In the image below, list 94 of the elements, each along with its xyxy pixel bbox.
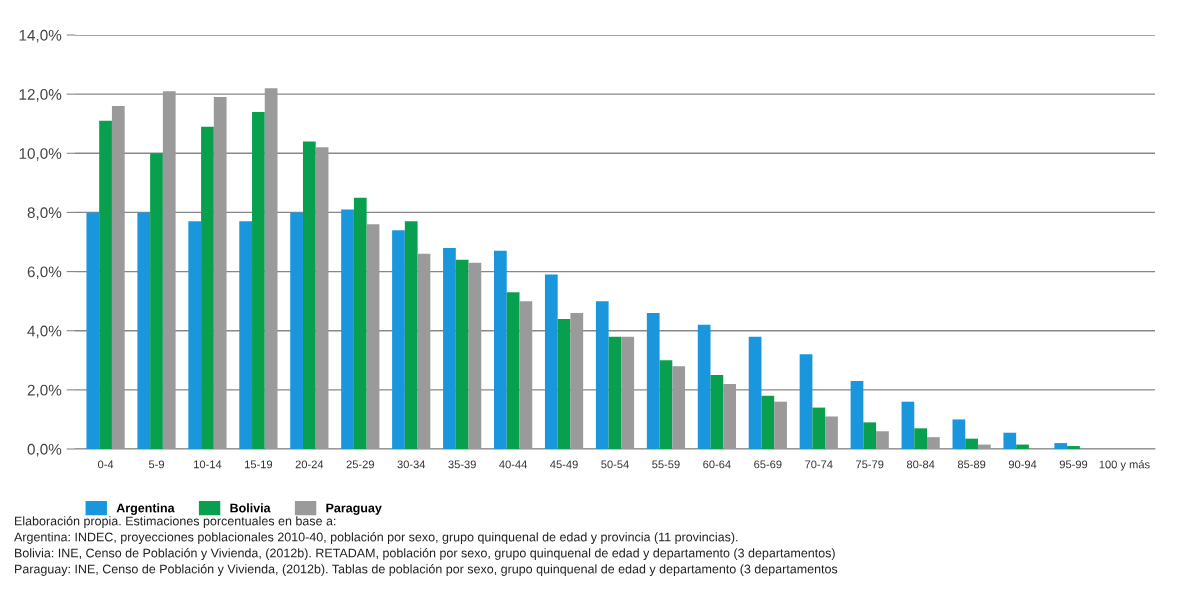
legend-label: Bolivia — [230, 503, 271, 513]
bar — [1016, 444, 1029, 449]
bar — [392, 230, 405, 449]
bar — [315, 147, 329, 449]
x-tick-label: 20-24 — [295, 460, 324, 469]
bar — [710, 375, 724, 449]
bar — [111, 105, 125, 449]
bar — [748, 336, 762, 449]
bar — [264, 88, 278, 449]
y-tick-label: 8,0% — [27, 207, 62, 220]
bar — [494, 250, 507, 449]
bar — [443, 247, 456, 449]
x-tick-label: 80-84 — [906, 460, 935, 469]
bar — [86, 212, 100, 449]
bar — [977, 444, 991, 449]
bar — [201, 126, 214, 449]
bar — [239, 221, 253, 449]
text: Argentina: INDEC, proyecciones poblacionales 2010-40, población por sexo, grupo quinquenal de edad y provincia (11 provincias). — [14, 532, 738, 544]
bar — [595, 301, 609, 449]
x-tick-label: 35-39 — [448, 460, 476, 469]
text: Elaboración propia. Estimaciones porcentuales en base a: — [15, 516, 336, 528]
x-tick-label: 70-74 — [805, 460, 833, 469]
bar — [468, 262, 482, 449]
bar — [850, 380, 864, 449]
bar — [774, 401, 787, 449]
x-tick-label: 10-14 — [194, 460, 222, 469]
bar — [863, 422, 877, 449]
bar — [570, 312, 584, 449]
bar — [965, 438, 978, 449]
y-tick-label: 10,0% — [19, 148, 62, 161]
bar — [1067, 446, 1080, 449]
x-tick-label: 50-54 — [601, 460, 629, 469]
x-tick-label: 90-94 — [1008, 460, 1037, 469]
bar — [825, 416, 838, 449]
bar — [302, 141, 316, 449]
bar — [544, 274, 558, 449]
x-tick-label: 100 y más — [1099, 460, 1150, 471]
x-tick-label: 85-89 — [957, 460, 986, 469]
bar — [927, 437, 940, 449]
y-tick-label: 2,0% — [27, 384, 62, 398]
bar — [99, 120, 112, 449]
bar — [417, 253, 431, 449]
x-tick-label: 55-59 — [652, 460, 680, 469]
bar — [1003, 432, 1017, 449]
text: Paraguay: INE, Censo de Población y Vivienda, (2012b). Tablas de población por sexo, grupo quinquenal de edad y departamento (3 departamentos — [15, 564, 838, 576]
bar — [914, 428, 928, 449]
x-tick-label: 45-49 — [550, 460, 578, 469]
x-tick-label: 40-44 — [499, 460, 527, 469]
x-tick-label: 5-9 — [148, 460, 165, 469]
bar — [366, 224, 380, 449]
y-tick-label: 6,0% — [27, 266, 62, 280]
x-tick-label: 15-19 — [245, 460, 273, 469]
bar — [506, 292, 520, 449]
y-tick-label: 12,0% — [19, 89, 62, 102]
bar — [621, 336, 635, 449]
x-tick-label: 25-29 — [346, 460, 374, 469]
x-tick-label: 95-99 — [1059, 460, 1088, 469]
bar — [697, 324, 711, 449]
bar — [137, 212, 151, 449]
x-tick-label: 0-4 — [97, 460, 114, 469]
bar — [901, 401, 915, 449]
bar — [252, 111, 265, 449]
bar — [723, 383, 736, 449]
bar — [646, 312, 660, 449]
bar — [799, 354, 813, 449]
bar — [341, 209, 354, 449]
bar — [812, 407, 826, 449]
y-tick-label: 0,0% — [27, 443, 62, 457]
x-tick-label: 75-79 — [856, 460, 884, 469]
bar — [353, 197, 367, 449]
bar — [519, 301, 533, 449]
y-tick-label: 4,0% — [27, 325, 62, 339]
y-tick-label: 14,0% — [19, 29, 62, 43]
bar — [876, 431, 889, 449]
text: Bolivia: INE, Censo de Población y Vivienda, (2012b). RETADAM, población por sexo, grupo quinquenal de edad y departamento (3 departamentos) — [15, 548, 835, 560]
bar — [761, 395, 775, 449]
bar — [1054, 443, 1068, 449]
legend-label: Paraguay — [326, 503, 382, 515]
bar — [659, 360, 673, 449]
bar — [188, 221, 202, 449]
bar — [557, 318, 571, 449]
x-tick-label: 30-34 — [397, 460, 426, 469]
bar — [290, 212, 303, 449]
bar — [952, 419, 966, 449]
bar — [213, 97, 227, 449]
bar — [162, 91, 176, 449]
legend-label: Argentina — [116, 503, 175, 515]
bar — [404, 221, 418, 449]
x-tick-label: 65-69 — [754, 460, 782, 469]
bar — [672, 366, 686, 449]
bar — [608, 336, 622, 449]
bar — [150, 153, 163, 449]
x-tick-label: 60-64 — [703, 460, 731, 469]
bar — [455, 259, 469, 449]
